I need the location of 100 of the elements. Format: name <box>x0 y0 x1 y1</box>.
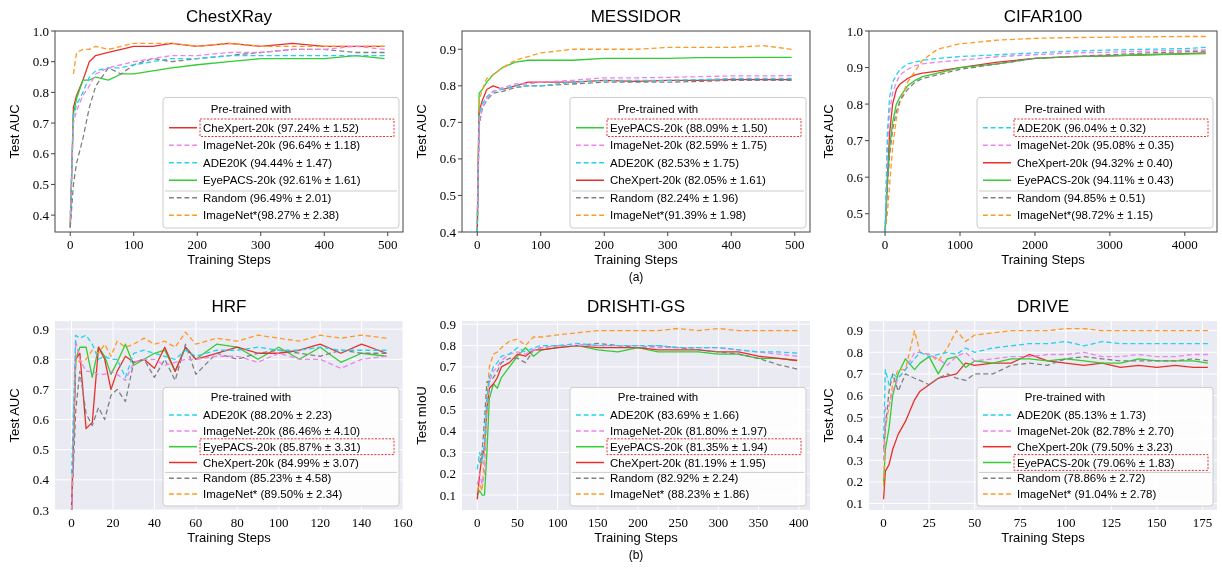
x-tick-label: 0 <box>881 237 889 252</box>
y-axis-title: Test AUC <box>821 388 836 443</box>
y-tick-label: 0.8 <box>846 344 863 360</box>
x-tick-label: 125 <box>1101 515 1122 530</box>
x-tick-label: 80 <box>230 515 244 530</box>
x-tick-label: 140 <box>351 515 372 530</box>
legend-label: EyePACS-20k (88.09% ± 1.50) <box>610 121 768 134</box>
y-tick-label: 1.0 <box>32 23 49 39</box>
y-tick-label: 0.1 <box>439 487 456 503</box>
x-tick-label: 500 <box>785 237 805 252</box>
legend-label: ADE20K (82.53% ± 1.75) <box>610 156 740 169</box>
y-tick-label: 0.2 <box>439 466 456 482</box>
x-tick-label: 100 <box>268 515 289 530</box>
line-series <box>476 74 793 211</box>
legend-label: CheXpert-20k (97.24% ± 1.52) <box>203 121 360 134</box>
y-tick-label: 0.9 <box>439 316 456 332</box>
y-tick-label: 0.4 <box>32 207 50 223</box>
y-tick-label: 0.3 <box>32 502 49 518</box>
y-tick-label: 0.1 <box>846 496 863 512</box>
legend-title: Pre-trained with <box>1024 103 1106 115</box>
y-tick-label: 0.4 <box>439 224 457 240</box>
chart-title: CIFAR100 <box>1003 7 1083 26</box>
legend-title: Pre-trained with <box>1024 391 1106 404</box>
y-tick-label: 0.5 <box>439 187 456 203</box>
x-tick-label: 200 <box>187 237 207 252</box>
x-tick-label: 0 <box>880 515 887 530</box>
y-tick-label: 0.9 <box>846 323 863 339</box>
y-tick-label: 1.0 <box>846 23 863 39</box>
y-tick-label: 0.6 <box>439 380 457 396</box>
x-axis-title: Training Steps <box>187 530 272 545</box>
y-tick-label: 0.5 <box>32 442 49 458</box>
line-series <box>70 334 388 475</box>
y-tick-label: 0.3 <box>439 444 456 460</box>
x-tick-label: 400 <box>789 515 809 530</box>
y-axis-title: Test AUC <box>7 104 22 159</box>
legend-label: EyePACS-20k (85.87% ± 3.31) <box>203 440 361 453</box>
x-tick-label: 300 <box>658 237 678 252</box>
x-tick-label: 0 <box>66 237 74 252</box>
legend-label: ImageNet-20k (95.08% ± 0.35) <box>1017 139 1175 152</box>
x-tick-label: 100 <box>1056 515 1076 530</box>
x-tick-label: 0 <box>474 515 481 530</box>
x-tick-label: 400 <box>314 237 335 252</box>
y-tick-label: 0.4 <box>846 431 864 447</box>
y-tick-label: 0.9 <box>32 321 49 337</box>
legend-label: Random (94.85% ± 0.51) <box>1017 191 1146 204</box>
x-axis-title: Training Steps <box>1001 252 1086 267</box>
y-tick-label: 0.5 <box>32 176 49 192</box>
legend-label: ImageNet-20k (82.59% ± 1.75) <box>610 139 768 152</box>
y-tick-label: 0.5 <box>439 402 456 418</box>
legend-label: EyePACS-20k (81.35% ± 1.94) <box>610 440 768 453</box>
legend-label: ImageNet-20k (82.78% ± 2.70) <box>1017 424 1175 437</box>
line-series <box>882 340 1209 440</box>
x-tick-label: 50 <box>968 515 982 530</box>
y-tick-label: 0.4 <box>439 423 457 439</box>
y-tick-label: 0.9 <box>846 60 863 76</box>
chart-title: HRF <box>211 297 247 316</box>
legend-title: Pre-trained with <box>210 103 292 115</box>
y-tick-label: 0.4 <box>32 472 50 488</box>
legend-label: CheXpert-20k (84.99% ± 3.07) <box>203 456 360 469</box>
legend-label: EyePACS-20k (79.06% ± 1.83) <box>1017 456 1175 469</box>
y-tick-label: 0.6 <box>439 151 457 167</box>
y-tick-label: 0.8 <box>32 351 49 367</box>
legend-label: EyePACS-20k (94.11% ± 0.43) <box>1017 174 1174 187</box>
x-tick-label: 200 <box>628 515 648 530</box>
x-tick-label: 120 <box>310 515 330 530</box>
x-tick-label: 50 <box>510 515 524 530</box>
x-tick-label: 150 <box>1147 515 1167 530</box>
x-tick-label: 40 <box>147 515 161 530</box>
y-tick-label: 0.7 <box>32 381 50 397</box>
chart-title: DRIVE <box>1017 297 1069 316</box>
x-tick-label: 20 <box>106 515 120 530</box>
x-tick-label: 100 <box>547 515 568 530</box>
text: (b) <box>628 548 644 562</box>
x-tick-label: 75 <box>1013 515 1027 530</box>
legend-label: EyePACS-20k (92.61% ± 1.61) <box>203 174 361 187</box>
line-series <box>72 42 386 75</box>
x-tick-label: 400 <box>721 237 742 252</box>
y-tick-label: 0.6 <box>846 169 864 185</box>
x-tick-label: 100 <box>530 237 551 252</box>
x-tick-label: 3000 <box>1096 237 1123 252</box>
chart-title: MESSIDOR <box>590 7 682 26</box>
legend-label: ImageNet*(98.72% ± 1.15) <box>1017 209 1154 222</box>
text: (a) <box>628 270 644 284</box>
y-tick-label: 0.6 <box>32 146 50 162</box>
y-axis-title: Test mIoU <box>414 386 429 445</box>
x-tick-label: 200 <box>594 237 614 252</box>
y-tick-label: 0.7 <box>439 359 457 375</box>
x-tick-label: 150 <box>588 515 608 530</box>
x-tick-label: 300 <box>708 515 729 530</box>
x-tick-label: 4000 <box>1171 237 1198 252</box>
legend-label: Random (96.49% ± 2.01) <box>203 191 332 204</box>
y-tick-label: 0.7 <box>439 114 457 130</box>
legend-label: ImageNet* (88.23% ± 1.86) <box>610 488 750 501</box>
legend-label: ADE20K (88.20% ± 2.23) <box>203 409 333 422</box>
legend-label: CheXpert-20k (79.50% ± 3.23) <box>1017 440 1174 453</box>
y-tick-label: 0.9 <box>32 54 49 70</box>
x-tick-label: 300 <box>251 237 271 252</box>
line-series <box>882 327 1209 487</box>
legend-label: CheXpert-20k (94.32% ± 0.40) <box>1017 156 1174 169</box>
x-tick-label: 25 <box>922 515 936 530</box>
